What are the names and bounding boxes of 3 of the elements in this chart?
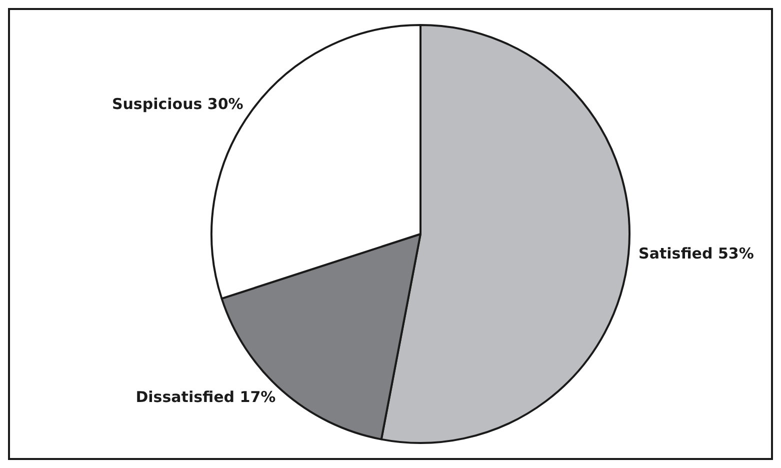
slice-label: Suspicious 30%: [112, 95, 244, 114]
slice-label: Satisfied 53%: [638, 244, 754, 262]
slice-label: Dissatisfied 17%: [136, 388, 276, 406]
